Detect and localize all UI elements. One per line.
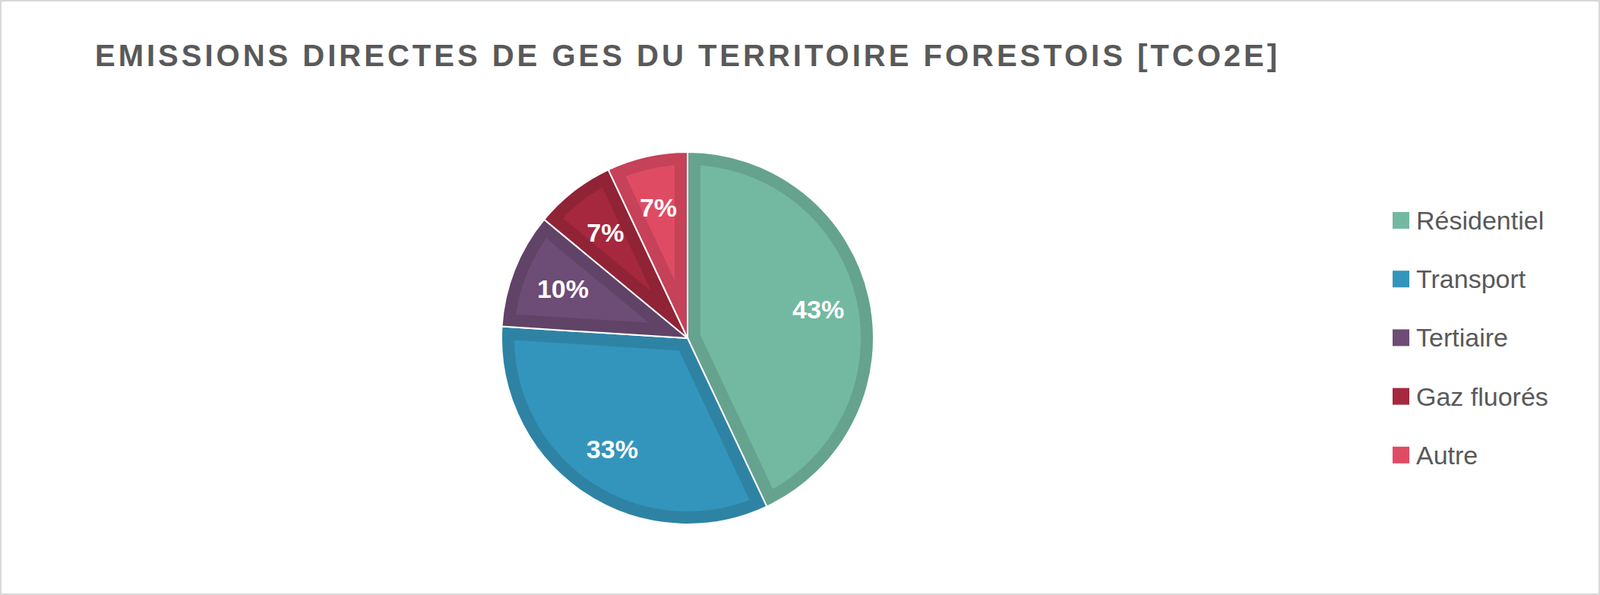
legend-swatch	[1392, 446, 1410, 464]
legend-label: Résidentiel	[1416, 205, 1544, 235]
legend-label: Gaz fluorés	[1416, 382, 1549, 412]
data-labels: 43% 33% 10% 7% 7%	[537, 192, 845, 464]
legend-swatch	[1392, 211, 1410, 229]
chart: EMISSIONS DIRECTES DE GES DU TERRITOIRE …	[0, 0, 1600, 595]
legend-swatch	[1392, 388, 1410, 405]
data-label: 7%	[639, 192, 677, 222]
legend-swatch	[1392, 328, 1410, 346]
chart-border	[0, 0, 1600, 595]
data-label: 10%	[537, 274, 589, 304]
legend-label: Transport	[1416, 264, 1527, 294]
data-label: 43%	[792, 294, 845, 324]
slices	[501, 151, 874, 525]
title: EMISSIONS DIRECTES DE GES DU TERRITOIRE …	[94, 38, 1281, 73]
data-label: 7%	[586, 218, 624, 247]
pie-slice	[501, 326, 767, 525]
legend: Résidentiel Transport Tertiaire Gaz fluorés…	[1392, 205, 1549, 470]
chart-container: EMISSIONS DIRECTES DE GES DU TERRITOIRE …	[0, 0, 1600, 595]
data-label: 33%	[586, 434, 639, 464]
legend-label: Tertiaire	[1416, 322, 1509, 352]
legend-label: Autre	[1416, 440, 1478, 470]
legend-swatch	[1392, 270, 1410, 288]
slice-separator	[501, 326, 767, 525]
